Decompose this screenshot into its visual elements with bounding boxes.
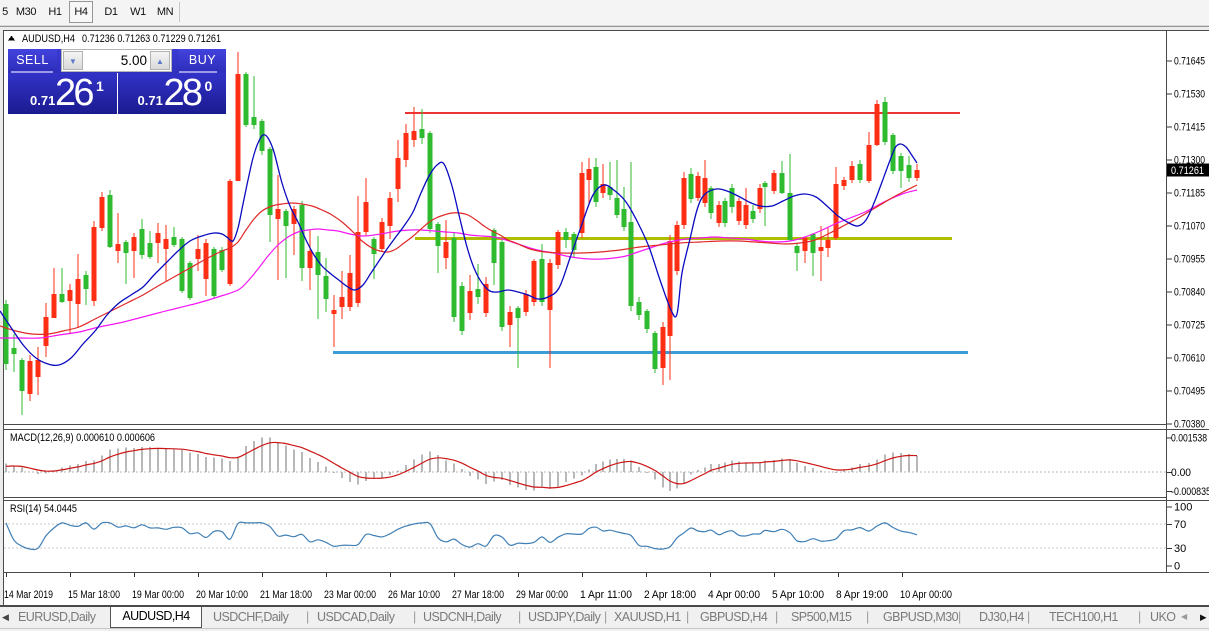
svg-text:0: 0 <box>1174 561 1180 573</box>
svg-text:0.71261: 0.71261 <box>1171 165 1204 177</box>
svg-text:30: 30 <box>1174 543 1186 555</box>
svg-text:0.71530: 0.71530 <box>1174 89 1205 101</box>
svg-text:0.71185: 0.71185 <box>1174 188 1205 200</box>
svg-text:0.70955: 0.70955 <box>1174 254 1205 266</box>
svg-text:0.70725: 0.70725 <box>1174 320 1205 332</box>
svg-text:26 Mar 10:00: 26 Mar 10:00 <box>388 589 440 601</box>
svg-text:1 Apr 11:00: 1 Apr 11:00 <box>580 589 632 601</box>
svg-text:-0.000835: -0.000835 <box>1171 486 1209 498</box>
svg-text:RSI(14) 54.0445: RSI(14) 54.0445 <box>10 503 77 515</box>
svg-text:5 Apr 10:00: 5 Apr 10:00 <box>772 589 824 601</box>
svg-text:0.71415: 0.71415 <box>1174 122 1205 134</box>
svg-text:8 Apr 19:00: 8 Apr 19:00 <box>836 589 888 601</box>
svg-text:2 Apr 18:00: 2 Apr 18:00 <box>644 589 696 601</box>
svg-text:21 Mar 18:00: 21 Mar 18:00 <box>260 589 312 601</box>
svg-text:4 Apr 00:00: 4 Apr 00:00 <box>708 589 760 601</box>
svg-text:70: 70 <box>1174 519 1186 531</box>
svg-text:29 Mar 00:00: 29 Mar 00:00 <box>516 589 568 601</box>
svg-text:0.70495: 0.70495 <box>1174 386 1205 398</box>
svg-text:0.00: 0.00 <box>1171 467 1191 479</box>
svg-text:27 Mar 18:00: 27 Mar 18:00 <box>452 589 504 601</box>
svg-text:100: 100 <box>1174 501 1192 513</box>
svg-text:0.71645: 0.71645 <box>1174 56 1205 68</box>
svg-text:20 Mar 10:00: 20 Mar 10:00 <box>196 589 248 601</box>
svg-text:0.70380: 0.70380 <box>1174 419 1205 431</box>
svg-text:19 Mar 00:00: 19 Mar 00:00 <box>132 589 184 601</box>
svg-text:15 Mar 18:00: 15 Mar 18:00 <box>68 589 120 601</box>
svg-text:0.70840: 0.70840 <box>1174 287 1205 299</box>
svg-text:AUDUSD,H4: AUDUSD,H4 <box>22 33 75 45</box>
svg-text:0.71236 0.71263 0.71229 0.7126: 0.71236 0.71263 0.71229 0.71261 <box>82 33 221 45</box>
svg-text:23 Mar 00:00: 23 Mar 00:00 <box>324 589 376 601</box>
svg-text:MACD(12,26,9) 0.000610 0.00060: MACD(12,26,9) 0.000610 0.000606 <box>10 432 155 444</box>
svg-text:0.70610: 0.70610 <box>1174 353 1205 365</box>
svg-text:14 Mar 2019: 14 Mar 2019 <box>4 589 53 601</box>
svg-text:0.001538: 0.001538 <box>1171 432 1207 444</box>
svg-text:0.71070: 0.71070 <box>1174 221 1205 233</box>
svg-text:10 Apr 00:00: 10 Apr 00:00 <box>900 589 952 601</box>
